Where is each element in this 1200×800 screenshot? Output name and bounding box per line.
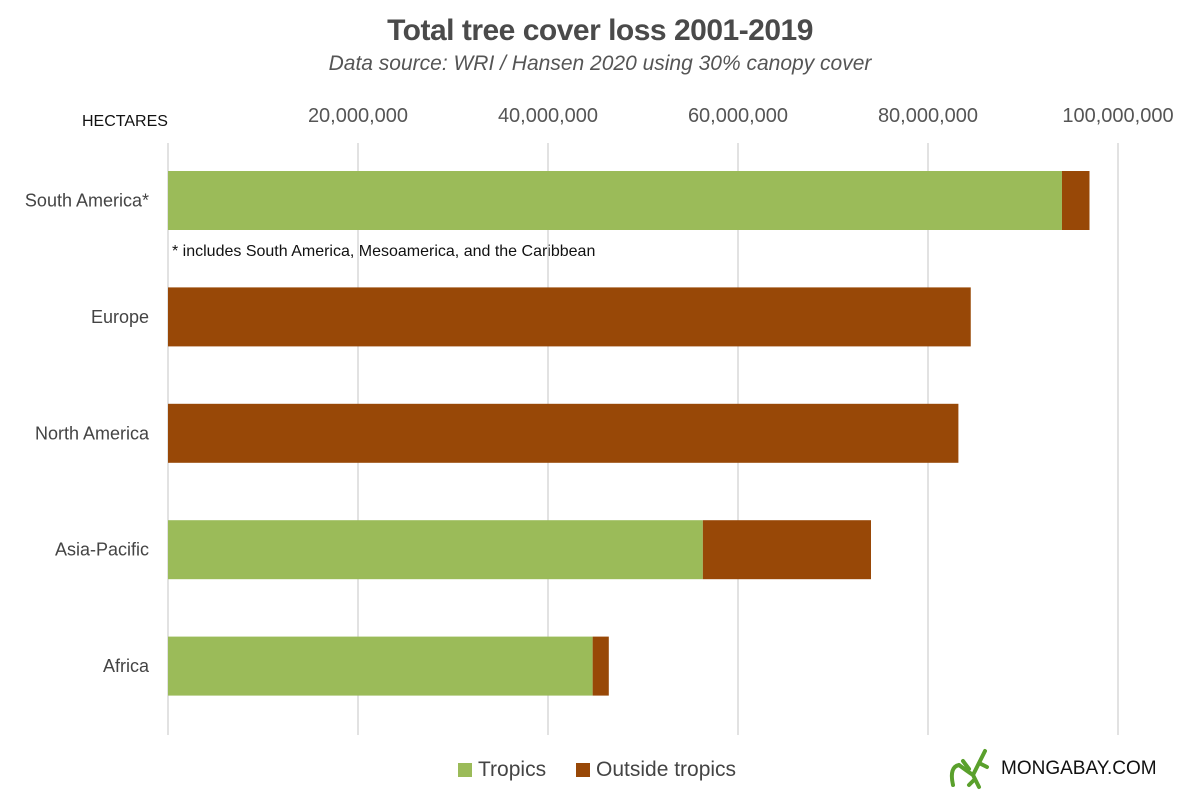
bar-outside-tropics <box>1061 171 1090 230</box>
legend-item-outside-tropics: Outside tropics <box>576 758 736 782</box>
category-label: South America* <box>25 191 149 211</box>
bar-tropics <box>168 171 1062 230</box>
category-label: Africa <box>103 656 150 676</box>
bar-outside-tropics <box>168 287 971 347</box>
bar-outside-tropics <box>168 403 959 463</box>
bar-outside-tropics <box>702 520 871 580</box>
category-label: Europe <box>91 307 149 327</box>
x-tick-label: 80,000,000 <box>878 105 978 127</box>
bar-tropics <box>168 520 703 580</box>
category-label: Asia-Pacific <box>55 540 149 560</box>
logo-text: MONGABAY.COM <box>1001 758 1157 779</box>
lizard-icon <box>949 749 989 789</box>
chart-title: Total tree cover loss 2001-2019 <box>387 14 813 47</box>
x-axis-label: HECTARES <box>82 113 168 130</box>
legend-swatch-tropics <box>458 763 472 777</box>
x-tick-label: 20,000,000 <box>308 105 408 127</box>
category-label: North America <box>35 423 150 443</box>
x-tick-label: 100,000,000 <box>1062 105 1173 127</box>
bar-outside-tropics <box>592 636 609 696</box>
x-tick-label: 40,000,000 <box>498 105 598 127</box>
annotation: * includes South America, Mesoamerica, a… <box>172 243 596 260</box>
x-tick-label: 60,000,000 <box>688 105 788 127</box>
legend-label-outside-tropics: Outside tropics <box>596 758 737 781</box>
legend-item-tropics: Tropics <box>458 758 546 782</box>
chart-subtitle: Data source: WRI / Hansen 2020 using 30%… <box>328 52 872 75</box>
mongabay-logo: MONGABAY.COM <box>945 745 1157 793</box>
legend-label-tropics: Tropics <box>478 758 547 781</box>
legend-swatch-outside-tropics <box>576 763 590 777</box>
bar-tropics <box>168 636 593 696</box>
